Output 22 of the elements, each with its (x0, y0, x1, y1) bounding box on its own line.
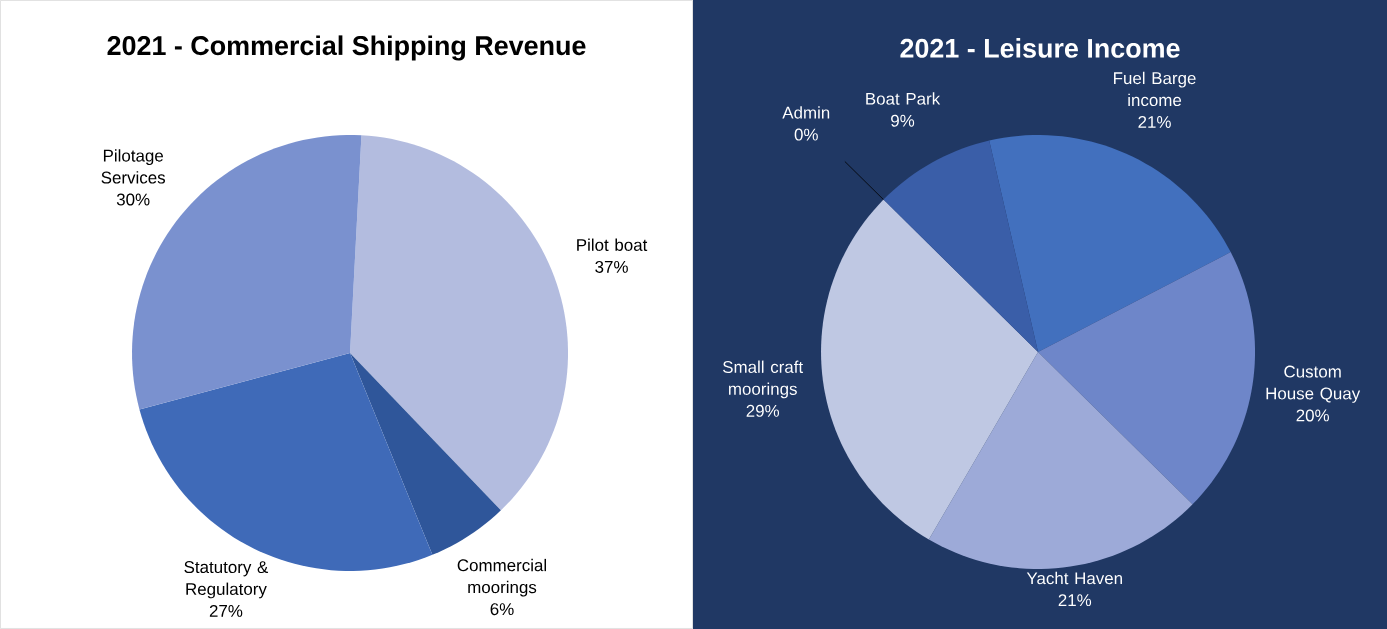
slice-label: Fuel Barge income (1114, 71, 1196, 107)
data-label: 9% (891, 114, 915, 127)
slice-label: Yacht Haven (1026, 571, 1122, 585)
data-label: 6% (490, 603, 514, 616)
data-label: 27% (209, 604, 243, 617)
data-label: 37% (595, 260, 628, 273)
data-label: 21% (1058, 594, 1092, 607)
slice-label: Custom House Quay (1266, 365, 1361, 403)
text: 0% (794, 128, 818, 141)
slice-label: Pilotage Services (101, 149, 166, 184)
data-label: 21% (1138, 116, 1171, 128)
chart-title: 2021 - Commercial Shipping Revenue (107, 35, 586, 61)
slice-label: Pilot boat (577, 238, 648, 251)
data-label: 30% (116, 193, 150, 206)
slice-label: Statutory & Regulatory (184, 561, 269, 599)
slice-label: Small craft moorings (723, 360, 804, 399)
slice-label: Commercial moorings (457, 558, 547, 597)
data-label: 29% (746, 404, 780, 417)
slice-label: Boat Park (866, 92, 941, 105)
data-label: 20% (1296, 409, 1329, 422)
chart-title: 2021 - Leisure Income (900, 38, 1180, 58)
category-label: Admin (782, 106, 830, 119)
